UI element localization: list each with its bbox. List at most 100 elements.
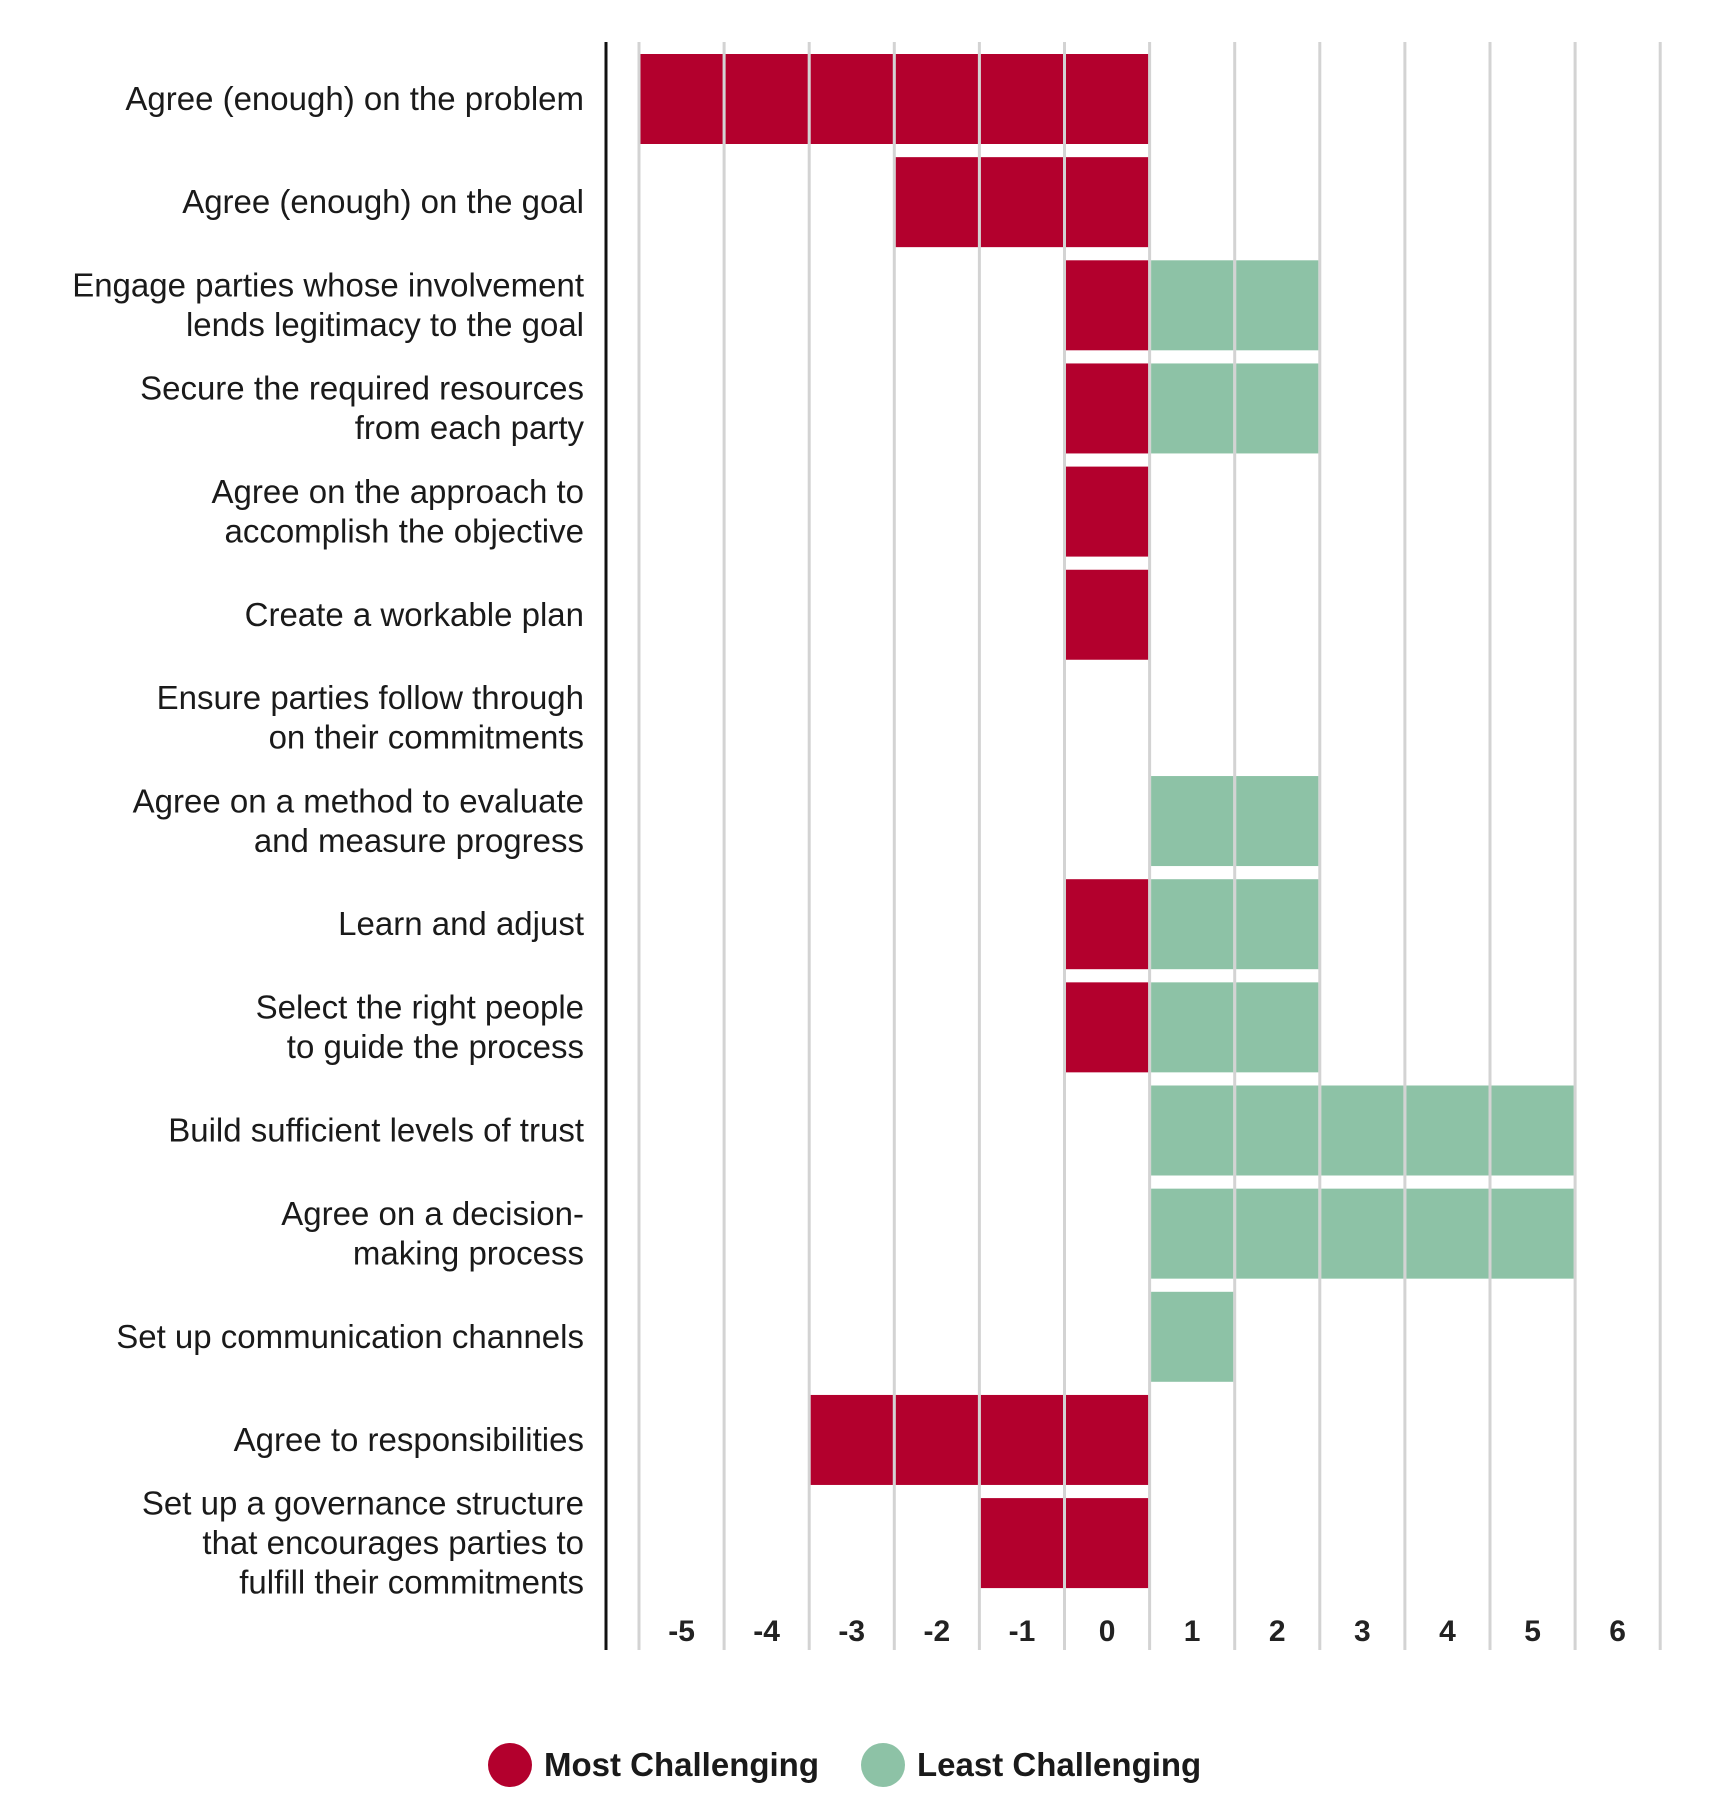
x-tick-label: 5	[1524, 1615, 1541, 1648]
bar-cell-most-challenging	[895, 157, 978, 248]
bar-cell-most-challenging	[1066, 260, 1149, 351]
bar-cell-most-challenging	[895, 1394, 978, 1485]
bar-cell-least-challenging	[1236, 776, 1319, 867]
bar-cell-least-challenging	[1236, 1188, 1319, 1279]
x-tick-label: -4	[753, 1615, 780, 1648]
category-label: Learn and adjust	[338, 905, 584, 942]
gridlines	[637, 42, 1662, 1650]
bar-cell-least-challenging	[1236, 363, 1319, 454]
bar-cell-least-challenging	[1321, 1188, 1404, 1279]
category-label-line: Agree (enough) on the goal	[182, 183, 584, 220]
category-labels: Agree (enough) on the problem Agree (enou…	[72, 80, 584, 1601]
bar-cell-most-challenging	[1066, 982, 1149, 1073]
bar-cell-least-challenging	[1151, 982, 1234, 1073]
bar-cell-least-challenging	[1236, 982, 1319, 1073]
x-tick-label: -2	[924, 1615, 951, 1648]
category-label-line: Secure the required resources	[140, 370, 584, 407]
category-label: Agree (enough) on the goal	[182, 183, 584, 220]
bar-cell-least-challenging	[1236, 879, 1319, 970]
category-label-line: making process	[353, 1234, 584, 1271]
category-label-line: Set up a governance structure	[142, 1485, 584, 1522]
bar-cell-most-challenging	[640, 54, 723, 144]
bar-cell-least-challenging	[1151, 879, 1234, 970]
x-tick-label: 0	[1099, 1615, 1116, 1648]
bar-cell-least-challenging	[1151, 363, 1234, 454]
x-tick-label: -5	[668, 1615, 695, 1648]
bar-cell-most-challenging	[895, 54, 978, 144]
category-label: Create a workable plan	[245, 596, 584, 633]
category-label-line: Agree on the approach to	[212, 473, 584, 510]
diverging-bar-chart: Agree (enough) on the problem Agree (enou…	[72, 42, 1662, 1650]
bar-cell-least-challenging	[1151, 1085, 1234, 1176]
bar-cell-most-challenging	[1066, 363, 1149, 454]
legend-swatch-green-circle-icon	[861, 1743, 905, 1787]
bar-cell-most-challenging	[1066, 569, 1149, 660]
bar-cell-least-challenging	[1491, 1188, 1574, 1279]
legend-label: Least Challenging	[917, 1746, 1202, 1783]
category-label: Agree on the approach to accomplish the o…	[212, 473, 584, 549]
category-label: Ensure parties follow through on their co…	[157, 679, 584, 756]
legend-label: Most Challenging	[544, 1746, 819, 1783]
category-label-line: on their commitments	[269, 719, 584, 756]
category-label-line: Agree (enough) on the problem	[125, 80, 584, 117]
category-label: Select the right people to guide the proc…	[256, 989, 584, 1066]
bar-cell-most-challenging	[1066, 466, 1149, 557]
category-label-line: accomplish the objective	[224, 512, 584, 549]
bar-cell-most-challenging	[810, 54, 893, 144]
legend-item-least-challenging: Least Challenging	[861, 1740, 1201, 1790]
bar-cell-least-challenging	[1491, 1085, 1574, 1176]
category-label: Agree on a method to evaluate and measure…	[133, 782, 584, 859]
bars	[640, 54, 1574, 1589]
bar-cell-least-challenging	[1406, 1085, 1489, 1176]
bar-cell-most-challenging	[1066, 879, 1149, 970]
bar-cell-most-challenging	[980, 1394, 1063, 1485]
category-label: Agree to responsibilities	[234, 1421, 584, 1458]
x-tick-label: 1	[1184, 1615, 1201, 1648]
x-tick-labels: -5 -4 -3 -2 -1 0 1 2 3 4 5 6	[668, 1615, 1626, 1648]
category-label-line: from each party	[355, 409, 585, 446]
x-tick-label: 4	[1439, 1615, 1456, 1648]
category-label: Agree on a decision-making process	[281, 1195, 584, 1272]
category-label-line: Ensure parties follow through	[157, 679, 584, 716]
category-label-line: Set up communication channels	[116, 1318, 584, 1355]
bar-cell-most-challenging	[980, 157, 1063, 248]
category-label: Build sufficient levels of trust	[168, 1112, 584, 1149]
category-label-line: Agree on a method to evaluate	[133, 782, 584, 819]
bar-cell-most-challenging	[725, 54, 808, 144]
x-tick-label: -3	[838, 1615, 865, 1648]
bar-cell-least-challenging	[1321, 1085, 1404, 1176]
bar-cell-least-challenging	[1151, 260, 1234, 351]
category-label: Set up communication channels	[116, 1318, 584, 1355]
bar-cell-least-challenging	[1151, 1291, 1234, 1382]
category-label: Secure the required resources from each p…	[140, 370, 584, 447]
bar-cell-least-challenging	[1236, 260, 1319, 351]
category-label: Agree (enough) on the problem	[125, 80, 584, 117]
x-tick-label: -1	[1009, 1615, 1036, 1648]
category-label-line: Create a workable plan	[245, 596, 584, 633]
category-label: Set up a governance structure that encour…	[142, 1485, 584, 1601]
category-label-line: that encourages parties to	[202, 1524, 584, 1561]
bar-cell-least-challenging	[1151, 776, 1234, 867]
category-label-line: Learn and adjust	[338, 905, 584, 942]
bar-cell-most-challenging	[1066, 1394, 1149, 1485]
category-label-line: Agree to responsibilities	[234, 1421, 584, 1458]
bar-cell-most-challenging	[980, 1498, 1063, 1589]
bar-cell-most-challenging	[1066, 1498, 1149, 1589]
category-label: Engage parties whose involvement lends le…	[72, 267, 584, 344]
bar-cell-least-challenging	[1151, 1188, 1234, 1279]
bar-cell-most-challenging	[980, 54, 1063, 144]
category-label-line: fulfill their commitments	[239, 1564, 584, 1601]
x-tick-label: 2	[1269, 1615, 1286, 1648]
legend-swatch-red-circle-icon	[488, 1743, 532, 1787]
category-label-line: Agree on a decision-	[281, 1195, 584, 1232]
x-tick-label: 3	[1354, 1615, 1371, 1648]
legend: Most Challenging Least Challenging	[0, 1740, 1726, 1794]
bar-cell-most-challenging	[810, 1394, 893, 1485]
category-label-line: to guide the process	[287, 1028, 584, 1065]
bar-cell-most-challenging	[1066, 54, 1149, 144]
category-label-line: Build sufficient levels of trust	[168, 1112, 584, 1149]
category-label-line: Engage parties whose involvement	[72, 267, 584, 304]
bar-cell-most-challenging	[1066, 157, 1149, 248]
category-label-line: and measure progress	[254, 822, 584, 859]
category-label-line: Select the right people	[256, 989, 584, 1026]
